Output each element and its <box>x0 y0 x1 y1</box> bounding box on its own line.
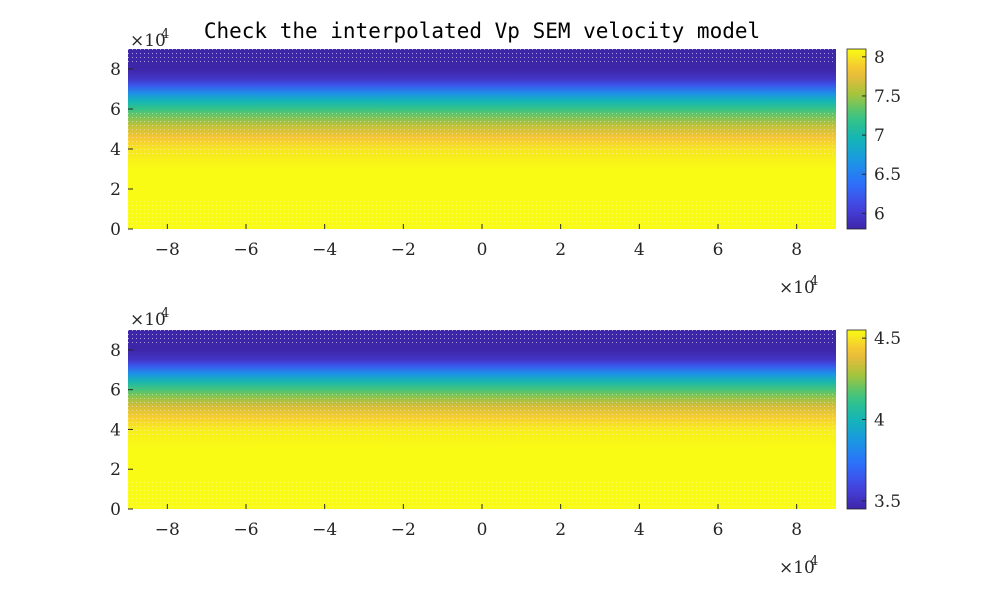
y-exponent-base: ×10 <box>130 31 166 51</box>
colorbar-tick-label: 3.5 <box>874 492 901 512</box>
sampling-dots-top <box>128 49 836 65</box>
x-tick-label: −2 <box>391 240 416 260</box>
y-tick-label: 8 <box>110 341 121 361</box>
x-exponent-label: ×10 4 <box>779 554 818 578</box>
y-tick-label: 4 <box>110 420 121 440</box>
x-exponent-power: 4 <box>810 554 818 569</box>
sampling-dots-top <box>128 330 836 346</box>
x-tick-label: −4 <box>312 240 337 260</box>
x-tick-label: −8 <box>155 240 180 260</box>
x-tick-label: −4 <box>312 520 337 540</box>
x-exponent-base: ×10 <box>779 278 815 298</box>
colorbar-tick-label: 4.5 <box>874 329 901 349</box>
y-tick-label: 8 <box>110 60 121 80</box>
x-tick-label: 6 <box>713 240 724 260</box>
x-tick-label: 8 <box>791 240 802 260</box>
y-tick-label: 0 <box>110 220 121 240</box>
sampling-dots-mid <box>128 113 836 157</box>
x-tick-label: 2 <box>555 520 566 540</box>
x-tick-label: −2 <box>391 520 416 540</box>
y-tick-label: 6 <box>110 100 121 120</box>
colorbar-tick-label: 7 <box>874 126 885 146</box>
bottom-panel: −8 −6 −4 −2 0 2 4 6 8 0 2 4 6 8 3.5 4 4.5 ×10 4 ×10 4 <box>110 306 901 578</box>
y-tick-label: 2 <box>110 460 121 480</box>
y-exponent-power: 4 <box>161 27 169 42</box>
x-exponent-label: ×10 4 <box>779 274 818 298</box>
x-tick-label: 0 <box>477 520 488 540</box>
x-exponent-base: ×10 <box>779 558 815 578</box>
x-tick-label: −6 <box>233 240 258 260</box>
colorbar-tick-label: 4 <box>874 411 885 431</box>
x-tick-label: 0 <box>477 240 488 260</box>
x-exponent-power: 4 <box>810 274 818 289</box>
y-exponent-label: ×10 4 <box>130 27 169 51</box>
x-tick-label: 4 <box>634 240 645 260</box>
top-panel: −8 −6 −4 −2 0 2 4 6 8 0 2 4 6 8 6 6.5 7 7.5 8 Check the int… <box>110 19 901 298</box>
colorbar-tick-label: 6.5 <box>874 165 901 185</box>
x-tick-label: −6 <box>233 520 258 540</box>
x-tick-label: 8 <box>791 520 802 540</box>
y-tick-label: 0 <box>110 500 121 520</box>
y-exponent-power: 4 <box>161 306 169 321</box>
y-tick-label: 4 <box>110 140 121 160</box>
colorbar-tick-label: 6 <box>874 204 885 224</box>
x-tick-label: 2 <box>555 240 566 260</box>
y-exponent-label: ×10 4 <box>130 306 169 330</box>
y-exponent-base: ×10 <box>130 310 166 330</box>
chart-title: Check the interpolated Vp SEM velocity m… <box>204 19 760 43</box>
y-tick-label: 6 <box>110 381 121 401</box>
colorbar-tick-label: 8 <box>874 48 885 68</box>
y-tick-label: 2 <box>110 180 121 200</box>
colorbar-tick-label: 7.5 <box>874 87 901 107</box>
colorbar <box>846 48 867 230</box>
x-tick-label: 6 <box>713 520 724 540</box>
x-tick-label: 4 <box>634 520 645 540</box>
sampling-dots-mid <box>128 393 836 438</box>
x-tick-label: −8 <box>155 520 180 540</box>
